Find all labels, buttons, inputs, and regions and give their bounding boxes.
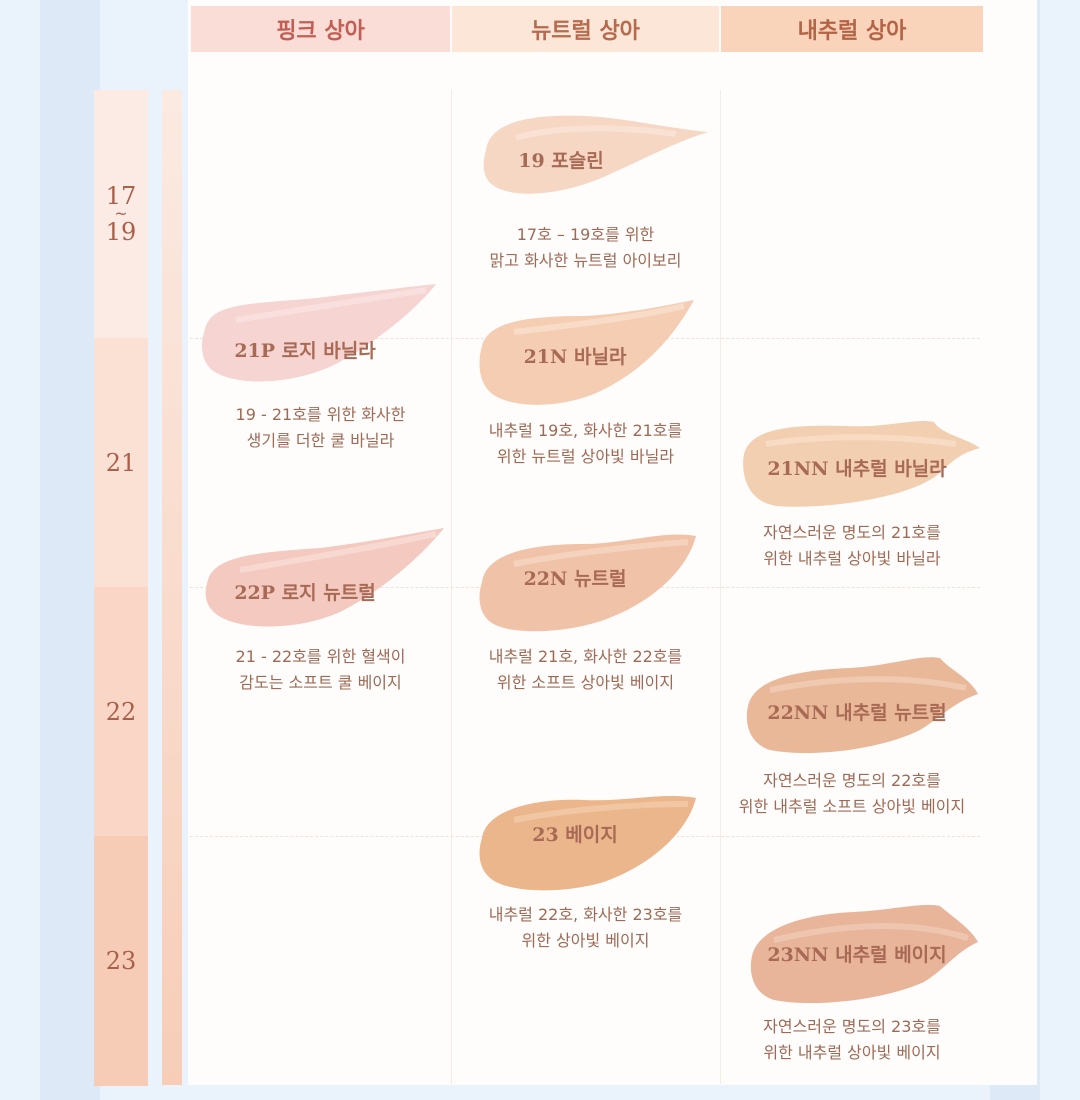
header-pink: 핑크 상아	[191, 6, 450, 52]
swatch-21n-desc-line2: 위한 뉴트럴 상아빛 바닐라	[496, 447, 675, 466]
swatch-21nn-desc: 자연스러운 명도의 21호를 위한 내추럴 상아빛 바닐라	[721, 520, 983, 572]
swatch-22nn	[746, 657, 978, 754]
swatch-23nn-desc-line1: 자연스러운 명도의 23호를	[763, 1017, 941, 1036]
header-warm: 내추럴 상아	[721, 6, 983, 52]
swatch-23-desc: 내추럴 22호, 화사한 23호를 위한 상아빛 베이지	[452, 902, 719, 954]
swatch-22nn-desc-line2: 위한 내추럴 소프트 상아빛 베이지	[738, 797, 966, 816]
swatch-22nn-desc-line1: 자연스러운 명도의 22호를	[763, 771, 941, 790]
range-23: 23	[94, 836, 148, 1086]
gradient-bar	[162, 90, 182, 1085]
header-pink-label: 핑크 상아	[276, 19, 365, 44]
swatch-21n	[479, 300, 694, 405]
swatch-23nn-desc: 자연스러운 명도의 23호를 위한 내추럴 상아빛 베이지	[721, 1014, 983, 1066]
range-21: 21	[94, 338, 148, 587]
swatch-23-label: 23 베이지	[532, 824, 618, 846]
swatch-19	[483, 115, 708, 194]
swatch-19-label: 19 포슬린	[518, 150, 604, 172]
header-warm-label: 내추럴 상아	[797, 19, 907, 44]
range-start: 17	[105, 181, 137, 210]
swatch-23nn-label: 23NN 내추럴 베이지	[767, 944, 947, 966]
swatch-21nn-label: 21NN 내추럴 바닐라	[767, 458, 947, 480]
swatch-23nn	[750, 904, 978, 1004]
swatch-19-desc-line1: 17호 – 19호를 위한	[516, 225, 655, 244]
header-neutral: 뉴트럴 상아	[452, 6, 719, 52]
range-22-label: 22	[105, 697, 137, 726]
swatch-21p-desc-line2: 생기를 더한 쿨 바닐라	[246, 431, 395, 450]
swatch-22n-desc: 내추럴 21호, 화사한 22호를 위한 소프트 상아빛 베이지	[452, 644, 719, 696]
swatch-23	[479, 796, 696, 891]
swatch-21nn-desc-line1: 자연스러운 명도의 21호를	[763, 523, 941, 542]
swatch-21n-label: 21N 바닐라	[523, 346, 627, 368]
swatch-21n-desc-line1: 내추럴 19호, 화사한 21호를	[488, 421, 683, 440]
swatch-23-desc-line2: 위한 상아빛 베이지	[521, 931, 650, 950]
swatch-19-desc-line2: 맑고 화사한 뉴트럴 아이보리	[489, 251, 682, 270]
swatch-22n-desc-line2: 위한 소프트 상아빛 베이지	[496, 673, 675, 692]
range-21-label: 21	[105, 448, 137, 477]
swatch-21nn-desc-line2: 위한 내추럴 상아빛 바닐라	[763, 549, 941, 568]
swatch-22p-desc-line1: 21 - 22호를 위한 혈색이	[235, 647, 406, 666]
range-tilde: ~	[114, 203, 128, 223]
swatch-22p-label: 22P 로지 뉴트럴	[234, 582, 376, 604]
swatch-21p-desc: 19 - 21호를 위한 화사한 생기를 더한 쿨 바닐라	[191, 402, 450, 454]
swatch-22p-desc-line2: 감도는 소프트 쿨 베이지	[239, 673, 402, 692]
swatch-22n-label: 22N 뉴트럴	[523, 568, 627, 590]
range-17-19: 17 ~ 19	[94, 90, 148, 338]
swatch-23-desc-line1: 내추럴 22호, 화사한 23호를	[488, 905, 683, 924]
swatch-21nn	[743, 421, 980, 507]
swatch-22nn-desc: 자연스러운 명도의 22호를 위한 내추럴 소프트 상아빛 베이지	[721, 768, 983, 820]
swatch-21p-desc-line1: 19 - 21호를 위한 화사한	[235, 405, 406, 424]
swatch-22p	[205, 528, 444, 627]
swatch-22nn-label: 22NN 내추럴 뉴트럴	[767, 702, 947, 724]
range-end: 19	[105, 218, 137, 247]
range-23-label: 23	[105, 947, 137, 975]
swatch-22n-desc-line1: 내추럴 21호, 화사한 22호를	[488, 647, 683, 666]
swatch-23nn-desc-line2: 위한 내추럴 상아빛 베이지	[763, 1043, 941, 1062]
header-neutral-label: 뉴트럴 상아	[531, 19, 640, 44]
swatch-21n-desc: 내추럴 19호, 화사한 21호를 위한 뉴트럴 상아빛 바닐라	[452, 418, 719, 470]
swatch-21p-label: 21P 로지 바닐라	[234, 340, 376, 362]
swatch-19-desc: 17호 – 19호를 위한 맑고 화사한 뉴트럴 아이보리	[452, 222, 719, 274]
range-17-19-label: 17 ~ 19	[106, 184, 137, 245]
swatch-22p-desc: 21 - 22호를 위한 혈색이 감도는 소프트 쿨 베이지	[191, 644, 450, 696]
swatch-22n	[479, 534, 696, 632]
range-22: 22	[94, 587, 148, 836]
swatch-21p	[202, 284, 436, 382]
background-stripe	[40, 0, 100, 1100]
